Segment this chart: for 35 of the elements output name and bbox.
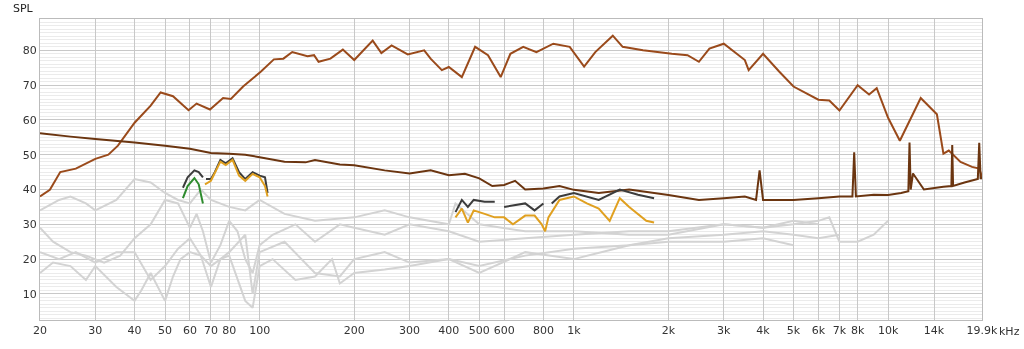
y-tick-label: 80 bbox=[22, 44, 37, 58]
y-tick-label: 60 bbox=[22, 113, 37, 127]
x-tick-label: 14k bbox=[923, 324, 945, 338]
y-tick-label: 20 bbox=[22, 252, 37, 266]
x-tick-label: 400 bbox=[438, 324, 460, 338]
x-tick-label: 6k bbox=[811, 324, 826, 338]
x-tick-label: 40 bbox=[127, 324, 142, 338]
x-tick-label: 10k bbox=[877, 324, 899, 338]
x-tick-label: 100 bbox=[249, 324, 271, 338]
x-tick-label: 7k bbox=[832, 324, 847, 338]
x-tick-label: 800 bbox=[532, 324, 554, 338]
x-tick-label: 600 bbox=[493, 324, 515, 338]
x-tick-label: 20 bbox=[33, 324, 47, 338]
x-tick-label: 19.9k bbox=[966, 324, 999, 338]
x-tick-label: 300 bbox=[399, 324, 421, 338]
x-tick-label: 3k bbox=[717, 324, 732, 338]
x-tick-label: 80 bbox=[222, 324, 237, 338]
x-tick-label: 70 bbox=[203, 324, 218, 338]
x-tick-label: 8k bbox=[850, 324, 865, 338]
y-tick-label: 30 bbox=[22, 218, 37, 232]
y-tick-label: 10 bbox=[22, 287, 37, 301]
x-tick-label: 50 bbox=[158, 324, 173, 338]
x-tick-label: 4k bbox=[756, 324, 771, 338]
y-tick-label: 50 bbox=[22, 148, 37, 162]
x-tick-label: 2k bbox=[661, 324, 676, 338]
x-axis-title: kHz bbox=[999, 325, 1020, 338]
x-tick-label: 200 bbox=[343, 324, 365, 338]
x-tick-label: 500 bbox=[468, 324, 490, 338]
x-tick-label: 1k bbox=[567, 324, 582, 338]
x-tick-label: 30 bbox=[88, 324, 103, 338]
y-tick-label: 70 bbox=[22, 78, 37, 92]
x-tick-label: 60 bbox=[182, 324, 197, 338]
y-tick-label: 40 bbox=[22, 183, 37, 197]
y-axis-title: SPL bbox=[13, 2, 34, 15]
x-tick-label: 5k bbox=[786, 324, 801, 338]
